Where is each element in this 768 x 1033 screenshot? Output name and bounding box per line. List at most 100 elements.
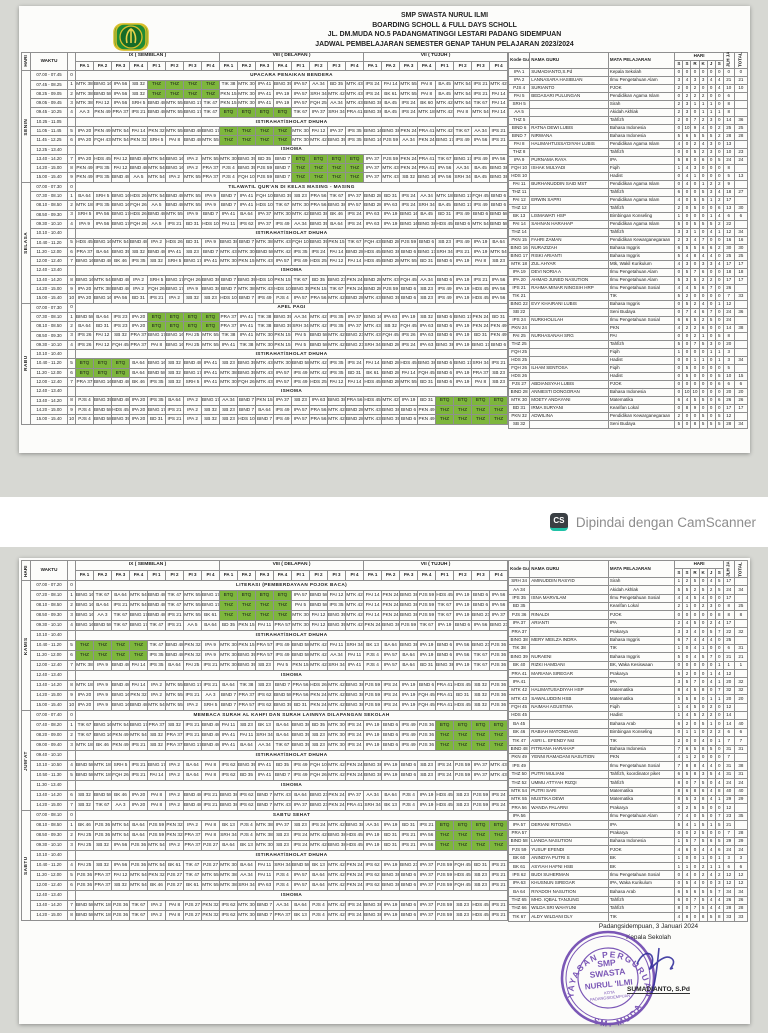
teacher-name: NURHASANAH SRG (529, 331, 609, 341)
schedule-cell: BIND 28 (381, 376, 401, 388)
schedule-cell: IPS 49 (255, 293, 274, 304)
schedule-cell: IPS 62 (255, 700, 274, 711)
schedule-cell: PJS 36 (111, 910, 130, 921)
teacher-hours: 8 (674, 903, 684, 914)
schedule-cell: MTK 43 (255, 358, 274, 369)
teacher-hours: 8 (674, 786, 684, 796)
teacher-hours: 0 (714, 267, 724, 277)
teacher-name: SUMADIANTO,S.Pd (529, 67, 609, 77)
teacher-jlh: 34 (722, 887, 735, 897)
teacher-hours: 2 (674, 99, 684, 109)
schedule-cell: THZ (255, 125, 274, 137)
teacher-jlh: 21 (722, 820, 735, 830)
schedule-cell: TIK 47 (183, 860, 202, 871)
schedule-cell: IPA 41 (219, 209, 238, 220)
teacher-code: MTK 30 (508, 395, 531, 405)
schedule-cell: MTK 54 (453, 98, 473, 109)
teacher-total: 13 (733, 171, 749, 181)
schedule-cell: MTK 42 (327, 820, 346, 831)
schedule-cell: MTK 55 (201, 880, 220, 891)
schedule-cell: SB 23 (291, 820, 310, 831)
teacher-hours: 3 (674, 627, 684, 637)
teacher-hours: 3 (706, 115, 716, 125)
schedule-cell: IPA 41 (219, 339, 238, 351)
teacher-name: ISNA MARVILAM (529, 593, 609, 603)
teacher-hours: 5 (698, 339, 708, 349)
schedule-cell: THZ (435, 414, 455, 425)
teacher-row: MTK 43 SAWALUDDIN HSB Matematika 5 5 8 0 1 1 20 20 (508, 694, 749, 704)
schedule-cell: PJS 4 (75, 404, 94, 416)
schedule-cell: TIK 67 (327, 284, 346, 295)
schedule-cell: THZ (453, 404, 473, 416)
teacher-name: YENNI RAMADANI NASUTION (529, 752, 609, 763)
teacher-code: IPA 19 (508, 267, 531, 277)
teacher-total: 29 (733, 836, 749, 847)
schedule-cell: IPA 19 (381, 218, 401, 230)
schedule-cell: BIND 48 (165, 650, 184, 661)
teacher-total (733, 411, 749, 421)
schedule-cell: IPA 37 (363, 163, 383, 174)
teacher-hours: 7 (690, 339, 700, 349)
schedule-cell: IPS 24 (381, 690, 401, 701)
teacher-hours: 2 (706, 727, 716, 738)
time-slot: 08.50 - 09.30 (30, 330, 68, 341)
schedule-cell: PAI 11 (255, 620, 274, 631)
schedule-cell: IPS 62 (363, 860, 383, 871)
schedule-cell: BIND 6 (453, 218, 473, 230)
schedule-cell: BK 46 (111, 790, 130, 801)
schedule-cell: PRA 41 (417, 125, 437, 137)
teacher-row: THZ 65 MHD. IQBAL TANJUNG Tahfizh 6 0 7 5 4 4 26 2… (508, 895, 749, 906)
schedule-cell: IPS 21 (183, 730, 202, 741)
schedule-cell: MTK 42 (489, 79, 509, 90)
teacher-hours: 0 (698, 627, 708, 637)
schedule-cell: BIND 6 (399, 293, 419, 304)
schedule-cell: BIND 7 (273, 770, 292, 781)
schedule-cell: SB 32 (381, 321, 401, 332)
schedule-cell: PKN 49 (417, 404, 437, 416)
schedule-cell: IPA 20 (75, 700, 94, 711)
teacher-name: ILHAM SENTOSA (529, 363, 609, 373)
schedule-cell: BING 16 (93, 376, 112, 388)
teacher-code: BING 17 (508, 251, 531, 261)
teacher-hours: 1 (714, 660, 724, 671)
teacher-hours: 5 (682, 878, 692, 889)
schedule-cell: MTK 30 (291, 620, 310, 631)
schedule-cell: TIK 47 (165, 600, 184, 611)
teacher-code: IPS 49 (508, 761, 531, 771)
schedule-cell: BIND 7 (201, 246, 220, 258)
schedule-cell: PAI 14 (344, 256, 365, 267)
schedule-cell: AA 34 (309, 79, 328, 90)
class-subcolumn-header: PI 1 (435, 570, 455, 581)
schedule-cell: PAI 14 (129, 125, 148, 137)
schedule-cell: MTK 43 (255, 376, 274, 388)
period-number: 9 (67, 404, 76, 416)
teacher-hours: 5 (698, 895, 708, 906)
teacher-hours: 0 (706, 203, 716, 213)
schedule-cell: IPA 63 (363, 218, 383, 230)
teacher-code: IPS 24 (508, 315, 531, 325)
teacher-jlh: 14 (722, 115, 735, 125)
teacher-total: 20 (733, 694, 749, 704)
time-slot: 07.30 - 08.10 (30, 191, 68, 202)
schedule-cell: THZ (111, 650, 130, 661)
time-slot: 10.40 - 11.20 (30, 860, 68, 871)
schedule-cell: BING 17 (183, 740, 202, 751)
teacher-hours: 4 (690, 643, 700, 654)
schedule-cell: BING 16 (111, 191, 130, 202)
teacher-hours: 0 (698, 669, 708, 679)
teacher-hours: 0 (674, 379, 684, 389)
schedule-cell: MTK 30 (237, 88, 256, 100)
teacher-hours: 0 (706, 163, 716, 173)
schedule-cell: BING 39 (273, 311, 292, 323)
class-subcolumn-header: PI 1 (291, 60, 310, 72)
teacher-hours: 2 (674, 601, 684, 612)
schedule-cell: PAI 14 (489, 98, 509, 109)
schedule-cell: PKN 32 (183, 640, 202, 651)
schedule-cell: BING 38 (344, 700, 365, 711)
schedule-cell: MTK 54 (129, 590, 148, 601)
schedule-cell: THZ (201, 79, 220, 90)
teacher-hours: 0 (706, 828, 716, 838)
schedule-cell: PKN 49 (111, 730, 130, 741)
